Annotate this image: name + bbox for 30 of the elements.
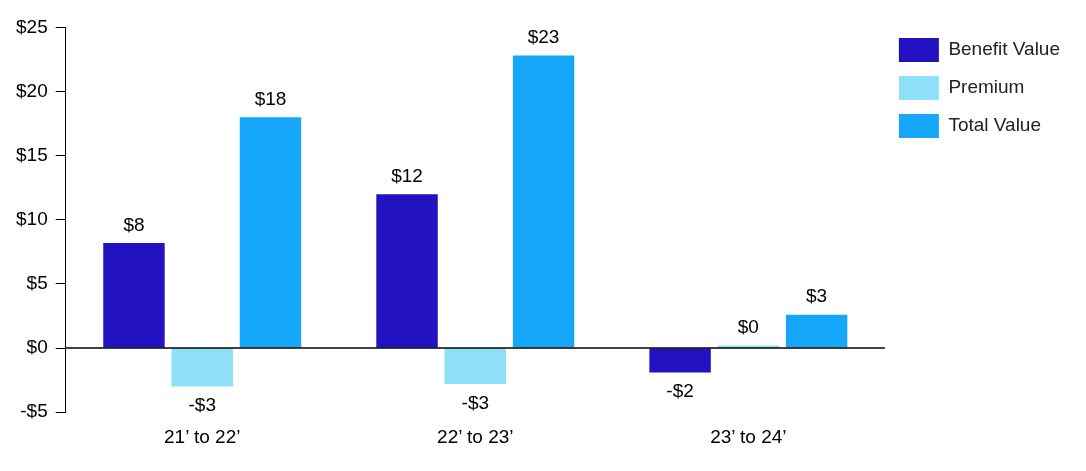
y-tick-label: $15 <box>16 143 48 165</box>
data-label: $18 <box>254 87 287 109</box>
bar <box>239 117 302 348</box>
data-label: $3 <box>806 285 828 307</box>
data-label: -$3 <box>461 391 490 413</box>
bar <box>649 348 711 373</box>
x-tick-label: 21’ to 22’ <box>164 425 241 447</box>
x-tick-label: 23’ to 24’ <box>710 425 787 447</box>
y-tick-label: $5 <box>26 272 48 294</box>
bar <box>171 348 233 387</box>
data-label: $0 <box>737 316 759 338</box>
bar <box>103 242 165 348</box>
x-tick-label: 22’ to 23’ <box>437 425 514 447</box>
bar <box>785 314 848 348</box>
y-tick-label: -$5 <box>20 400 48 422</box>
data-label: -$2 <box>666 380 694 402</box>
data-label: $23 <box>527 26 560 48</box>
bar <box>512 55 575 348</box>
legend-label: Premium <box>948 76 1025 98</box>
y-tick-label: $25 <box>16 15 48 37</box>
legend-label: Total Value <box>948 114 1041 136</box>
y-tick-label: $20 <box>16 79 48 101</box>
bar <box>444 348 507 384</box>
y-tick-label: $10 <box>16 208 48 230</box>
data-label: $8 <box>123 213 145 235</box>
legend-label: Benefit Value <box>948 38 1061 60</box>
y-tick-label: $0 <box>26 336 48 358</box>
bar <box>376 194 438 348</box>
data-label: -$3 <box>188 394 216 416</box>
data-label: $12 <box>391 164 423 186</box>
